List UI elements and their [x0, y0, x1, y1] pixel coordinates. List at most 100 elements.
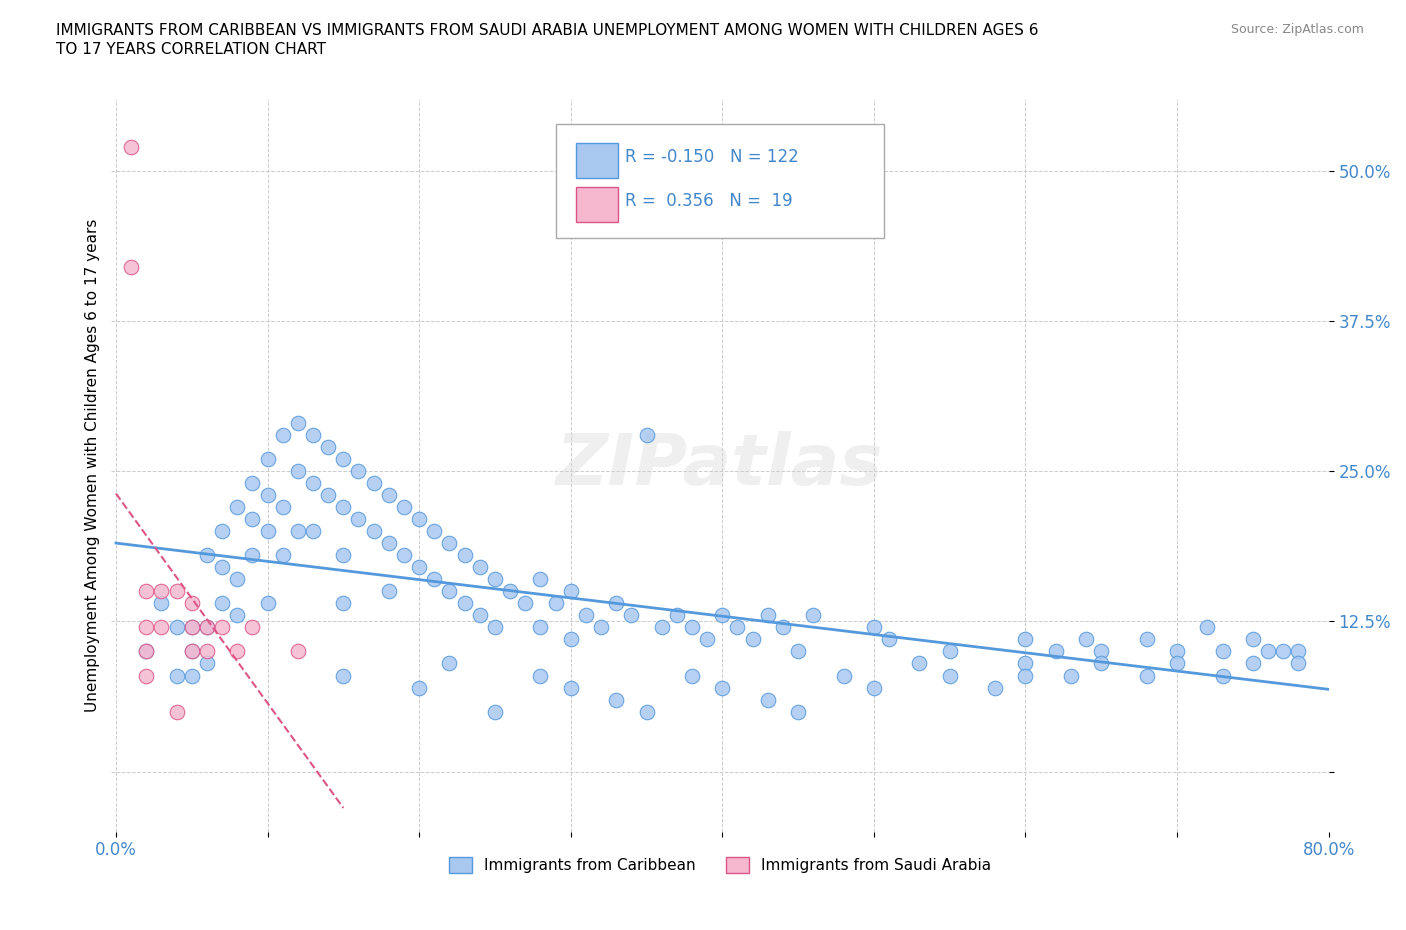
Point: [392, 499, 415, 514]
Y-axis label: Unemployment Among Women with Children Ages 6 to 17 years: Unemployment Among Women with Children A…: [86, 219, 100, 711]
Point: [560, 584, 582, 599]
Point: [378, 536, 401, 551]
Point: [256, 452, 278, 467]
Point: [332, 452, 354, 467]
Legend: Immigrants from Caribbean, Immigrants from Saudi Arabia: Immigrants from Caribbean, Immigrants fr…: [443, 851, 997, 879]
Point: [560, 632, 582, 647]
Point: [439, 584, 461, 599]
Point: [1166, 644, 1188, 659]
Point: [484, 620, 506, 635]
Point: [787, 704, 810, 719]
Point: [1241, 632, 1264, 647]
Point: [1197, 620, 1219, 635]
Point: [271, 548, 294, 563]
Point: [1212, 644, 1234, 659]
Point: [302, 428, 325, 443]
FancyBboxPatch shape: [576, 142, 617, 178]
Point: [453, 596, 475, 611]
Point: [605, 596, 627, 611]
Point: [529, 668, 551, 683]
Point: [984, 680, 1007, 695]
Point: [636, 428, 658, 443]
Point: [529, 620, 551, 635]
Point: [1136, 632, 1159, 647]
Point: [347, 512, 370, 526]
Point: [271, 499, 294, 514]
Point: [1212, 668, 1234, 683]
Point: [560, 680, 582, 695]
Point: [256, 488, 278, 503]
Point: [120, 259, 142, 274]
Point: [195, 656, 218, 671]
Point: [529, 572, 551, 587]
Point: [195, 644, 218, 659]
Text: R = -0.150   N = 122: R = -0.150 N = 122: [626, 149, 799, 166]
Point: [453, 548, 475, 563]
Point: [515, 596, 537, 611]
Point: [1074, 632, 1097, 647]
Point: [226, 644, 249, 659]
Text: TO 17 YEARS CORRELATION CHART: TO 17 YEARS CORRELATION CHART: [56, 42, 326, 57]
Point: [378, 584, 401, 599]
Point: [832, 668, 855, 683]
Point: [1257, 644, 1279, 659]
Point: [1136, 668, 1159, 683]
Point: [756, 692, 779, 707]
Point: [408, 560, 430, 575]
Point: [363, 524, 385, 538]
Point: [1014, 668, 1036, 683]
Text: R =  0.356   N =  19: R = 0.356 N = 19: [626, 193, 793, 210]
Point: [756, 608, 779, 623]
Point: [1166, 656, 1188, 671]
Point: [150, 620, 173, 635]
Point: [1014, 632, 1036, 647]
Point: [423, 524, 446, 538]
Point: [287, 416, 309, 431]
Point: [863, 680, 886, 695]
Point: [256, 524, 278, 538]
Point: [787, 644, 810, 659]
Point: [484, 572, 506, 587]
Point: [332, 499, 354, 514]
Point: [1014, 656, 1036, 671]
Point: [332, 596, 354, 611]
Point: [544, 596, 567, 611]
Point: [135, 584, 157, 599]
Point: [332, 668, 354, 683]
Point: [211, 560, 233, 575]
Point: [378, 488, 401, 503]
Point: [499, 584, 522, 599]
Point: [772, 620, 794, 635]
Point: [211, 524, 233, 538]
Point: [681, 620, 703, 635]
Point: [166, 668, 188, 683]
Point: [166, 620, 188, 635]
Point: [484, 704, 506, 719]
Point: [1241, 656, 1264, 671]
Point: [302, 524, 325, 538]
Point: [180, 596, 202, 611]
Point: [696, 632, 718, 647]
Point: [863, 620, 886, 635]
Point: [636, 704, 658, 719]
Point: [1272, 644, 1295, 659]
Point: [316, 440, 339, 455]
Point: [408, 512, 430, 526]
Point: [1060, 668, 1083, 683]
Point: [877, 632, 900, 647]
Point: [211, 596, 233, 611]
Point: [741, 632, 763, 647]
Point: [1045, 644, 1067, 659]
Point: [180, 644, 202, 659]
Point: [195, 620, 218, 635]
Text: IMMIGRANTS FROM CARIBBEAN VS IMMIGRANTS FROM SAUDI ARABIA UNEMPLOYMENT AMONG WOM: IMMIGRANTS FROM CARIBBEAN VS IMMIGRANTS …: [56, 23, 1039, 38]
Point: [681, 668, 703, 683]
Point: [347, 464, 370, 479]
Point: [135, 620, 157, 635]
FancyBboxPatch shape: [555, 125, 884, 238]
Point: [150, 584, 173, 599]
Point: [1090, 656, 1112, 671]
Point: [226, 608, 249, 623]
Point: [120, 140, 142, 154]
Point: [589, 620, 612, 635]
